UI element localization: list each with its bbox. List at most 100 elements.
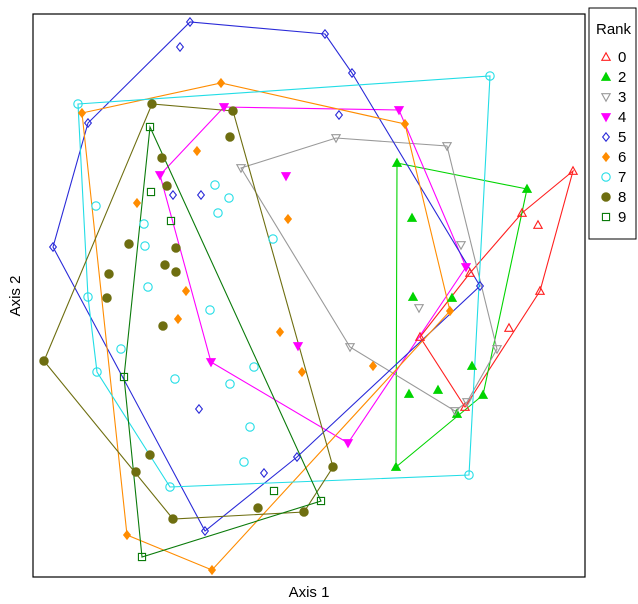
point [173,313,183,325]
point [185,16,195,28]
legend-label: 2 [618,69,626,86]
point [181,285,191,297]
point [131,467,141,477]
point [503,322,515,332]
point [249,362,259,372]
legend-marker [601,131,611,143]
point [124,239,134,249]
point [170,374,180,384]
plot-frame [32,13,586,578]
point [368,360,378,372]
point [414,331,426,341]
legend-marker [600,113,612,123]
point [407,291,419,301]
legend-label: 0 [618,49,626,66]
point [280,172,292,182]
point [491,345,503,355]
point [145,450,155,460]
point [200,525,210,537]
point [224,193,234,203]
point [268,234,278,244]
point [347,67,357,79]
point [269,486,279,496]
point [342,439,354,449]
hull [240,137,498,412]
point [225,132,235,142]
point [205,358,217,368]
point [140,241,150,251]
point [283,213,293,225]
point [83,117,93,129]
point [147,99,157,109]
point [328,462,338,472]
point [205,305,215,315]
point [334,109,344,121]
y-axis-label: Axis 2 [7,276,24,317]
point [449,407,461,417]
legend-label: 4 [618,109,626,126]
point [516,207,528,217]
point [132,197,142,209]
point [196,189,206,201]
legend-marker [600,71,612,81]
point [400,118,410,130]
point [235,164,247,174]
legend-label: 9 [618,209,626,226]
x-axis-label: Axis 1 [289,584,330,601]
point [534,285,546,295]
point [73,99,83,109]
legend-label: 7 [618,169,626,186]
point [104,269,114,279]
point [216,77,226,89]
point [39,356,49,366]
point [464,470,474,480]
point [158,321,168,331]
legend-box [588,7,637,240]
point [259,467,269,479]
point [441,142,453,152]
point [532,219,544,229]
point [320,28,330,40]
point [171,267,181,277]
point [445,305,455,317]
point [403,388,415,398]
point [91,201,101,211]
point [146,187,156,197]
point [171,243,181,253]
legend-marker [601,212,611,222]
legend-marker [600,93,612,103]
point [210,180,220,190]
point [299,507,309,517]
point [157,153,167,163]
point [83,292,93,302]
point [567,165,579,175]
point [137,552,147,562]
point [461,398,473,408]
legend-label: 3 [618,89,626,106]
point [225,379,235,389]
point [192,145,202,157]
legend-marker [600,51,612,61]
point [253,503,263,513]
point [413,304,425,314]
legend-title: Rank [596,21,632,38]
hull [159,106,467,444]
hull [52,21,481,532]
legend-label: 5 [618,129,626,146]
point [162,181,172,191]
point [275,326,285,338]
point [102,293,112,303]
point [143,282,153,292]
legend-marker [601,192,611,202]
legend-marker [601,151,611,163]
legend-marker [601,172,611,182]
point [466,360,478,370]
hull [81,82,451,571]
point [116,344,126,354]
point [119,372,129,382]
point [292,451,302,463]
point [485,71,495,81]
point [175,41,185,53]
hull [419,169,574,409]
